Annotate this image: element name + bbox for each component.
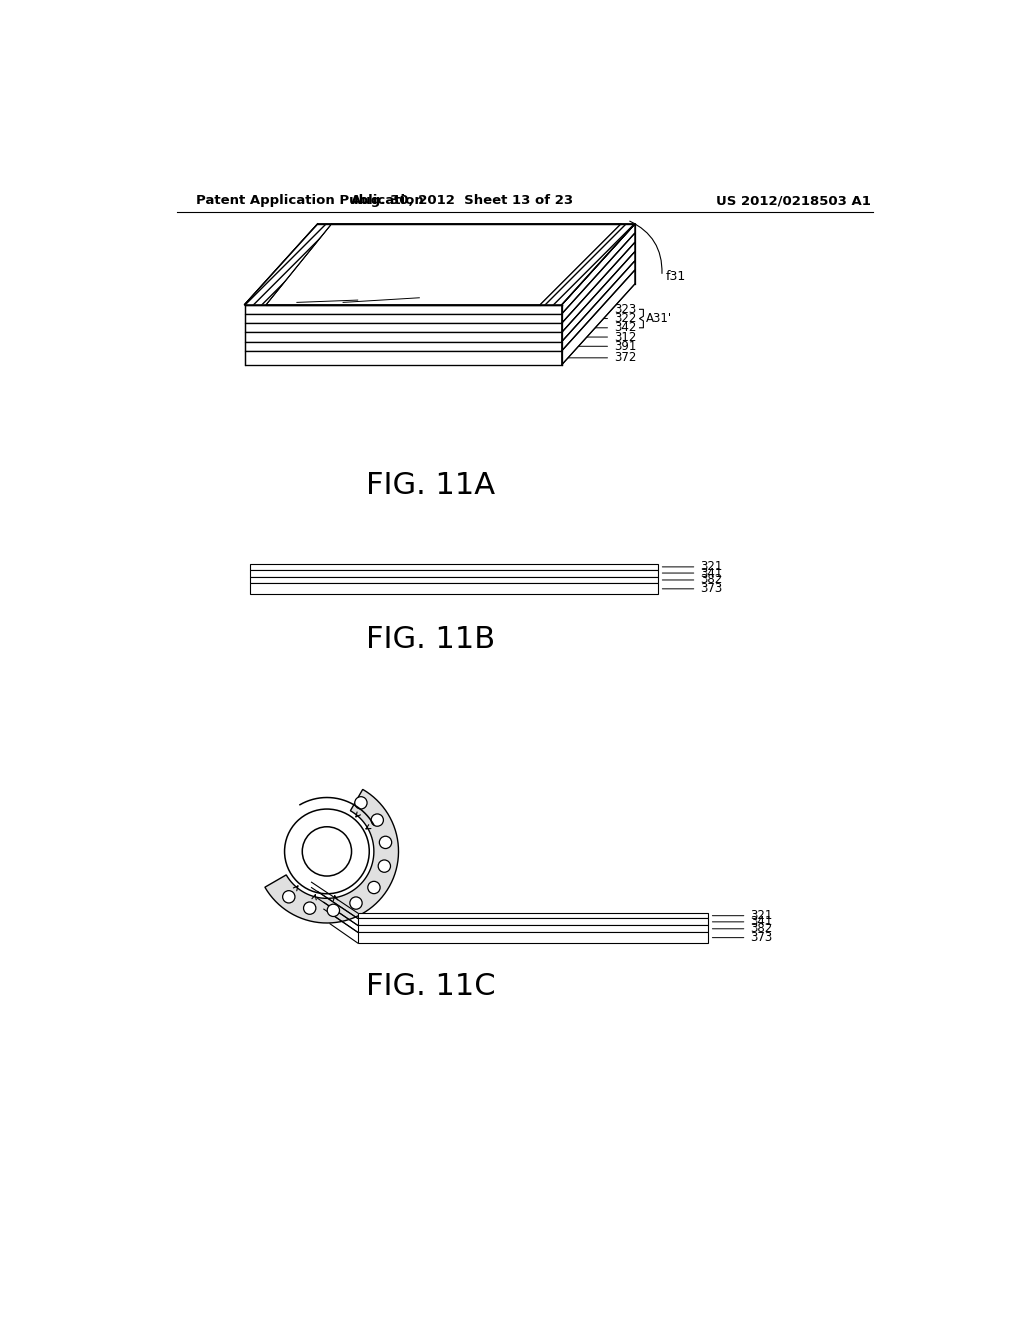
Text: f31: f31 (666, 269, 686, 282)
Polygon shape (562, 224, 635, 314)
Polygon shape (562, 243, 635, 333)
Text: US 2012/0218503 A1: US 2012/0218503 A1 (716, 194, 870, 207)
Polygon shape (245, 224, 332, 305)
Text: FIG. 11B: FIG. 11B (367, 626, 496, 655)
Polygon shape (245, 323, 562, 333)
Text: FIG. 11A: FIG. 11A (367, 471, 496, 500)
Circle shape (368, 882, 380, 894)
Polygon shape (562, 252, 635, 342)
Text: 373: 373 (751, 931, 773, 944)
Text: 391: 391 (614, 339, 637, 352)
Text: 312: 312 (614, 330, 637, 343)
Polygon shape (562, 261, 635, 351)
Text: 372: 372 (614, 351, 637, 364)
Polygon shape (541, 224, 635, 305)
Circle shape (302, 826, 351, 876)
Polygon shape (245, 305, 562, 314)
Polygon shape (245, 224, 635, 305)
Circle shape (354, 797, 367, 809)
Text: Patent Application Publication: Patent Application Publication (196, 194, 424, 207)
Polygon shape (245, 342, 562, 351)
Polygon shape (245, 351, 562, 364)
Polygon shape (245, 224, 635, 305)
Bar (250, 570, 658, 577)
Text: 382: 382 (700, 573, 723, 586)
Text: 321: 321 (751, 909, 773, 923)
Text: 322: 322 (614, 312, 637, 325)
Text: 342: 342 (614, 321, 637, 334)
Polygon shape (245, 314, 562, 323)
Polygon shape (562, 234, 635, 323)
Polygon shape (265, 789, 398, 923)
Circle shape (303, 902, 315, 915)
Bar (357, 925, 708, 932)
Text: 321: 321 (700, 561, 723, 573)
Circle shape (283, 891, 295, 903)
Circle shape (378, 859, 390, 873)
Polygon shape (245, 333, 562, 342)
Circle shape (379, 837, 391, 849)
Polygon shape (266, 224, 621, 305)
Bar (250, 577, 658, 583)
Text: 373: 373 (700, 582, 723, 595)
Bar (250, 564, 658, 570)
Text: 382: 382 (751, 923, 773, 936)
Circle shape (328, 904, 340, 916)
Bar (250, 583, 658, 594)
Text: B3: B3 (411, 286, 428, 300)
Text: f32: f32 (344, 289, 364, 302)
Polygon shape (562, 271, 635, 364)
Text: A31': A31' (646, 312, 672, 325)
Circle shape (350, 896, 362, 909)
Bar (357, 919, 708, 925)
Circle shape (371, 814, 383, 826)
Bar (357, 913, 708, 919)
Text: 341: 341 (751, 915, 773, 928)
Text: FIG. 11C: FIG. 11C (366, 972, 496, 1001)
Text: Aug. 30, 2012  Sheet 13 of 23: Aug. 30, 2012 Sheet 13 of 23 (350, 194, 572, 207)
Text: 323: 323 (614, 302, 636, 315)
Text: 341: 341 (700, 566, 723, 579)
Bar (357, 932, 708, 942)
Circle shape (285, 809, 370, 894)
